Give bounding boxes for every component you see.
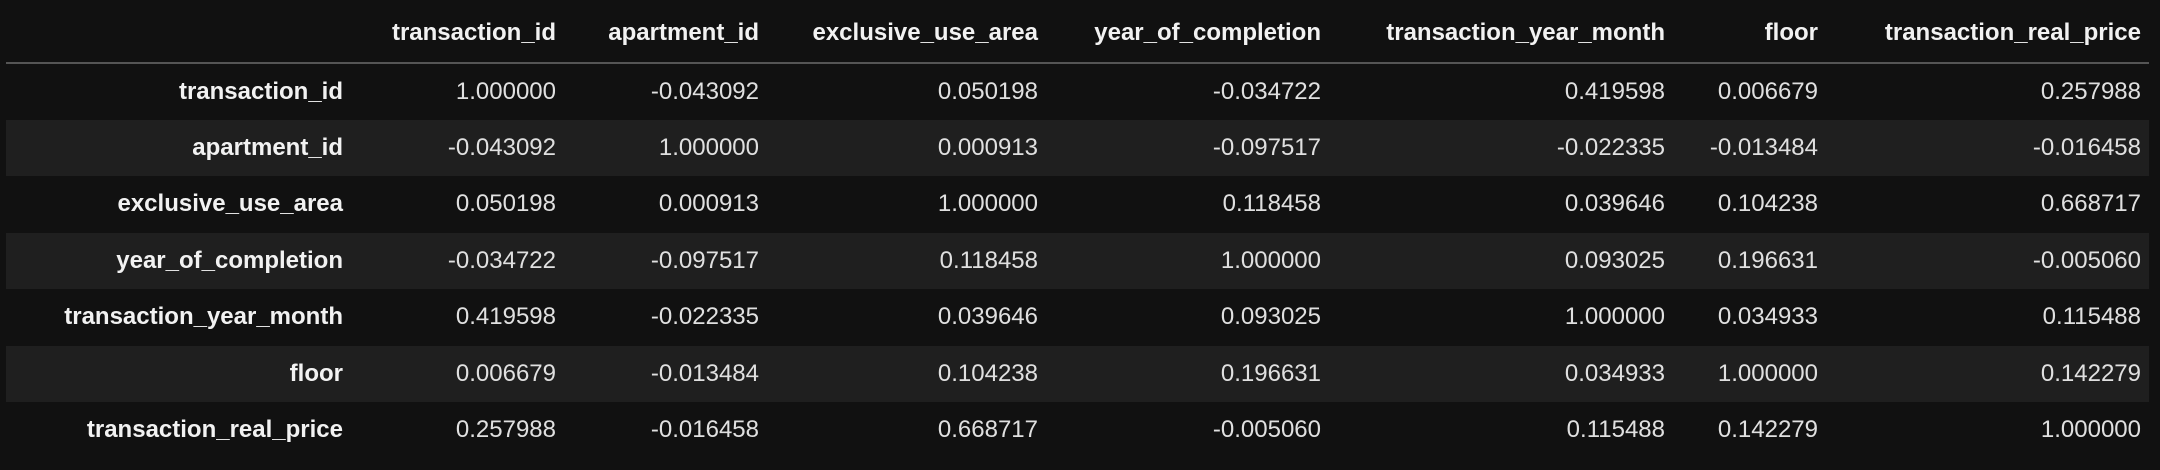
row-label: apartment_id [192,133,343,161]
cell: -0.097517 [1212,133,1321,161]
cell: -0.022335 [1556,133,1665,161]
cell: 0.034933 [1717,303,1818,331]
cell: 0.093025 [1220,303,1321,331]
cell: 0.000913 [937,133,1038,161]
cell: 0.257988 [2040,77,2141,105]
column-header: apartment_id [564,4,767,64]
cell: 0.118458 [939,246,1038,274]
cell: 0.142279 [1717,416,1818,444]
page: transaction_id apartment_id exclusive_use_… [0,4,2160,470]
cell: 0.668717 [2040,190,2141,218]
row-label: exclusive_use_area [117,190,343,218]
cell: 0.006679 [455,359,556,387]
cell: 0.000913 [658,190,759,218]
cell: -0.034722 [1212,77,1321,105]
row-label: transaction_year_month [64,303,343,331]
index-header [6,4,351,64]
cell: 0.196631 [1717,246,1818,274]
header-row: transaction_id apartment_id exclusive_use_… [6,4,2149,64]
cell: 1.000000 [1564,303,1665,331]
table-row: transaction_year_month 0.419598 -0.022335 0… [6,289,2149,346]
table-row: floor 0.006679 -0.013484 0.104238 0.196631 0.… [6,345,2149,402]
cell: -0.097517 [650,246,759,274]
table-row: apartment_id -0.043092 1.000000 0.000913 -0.… [6,119,2149,176]
cell: -0.013484 [650,359,759,387]
cell: 1.000000 [658,133,759,161]
cell: 0.039646 [937,303,1038,331]
cell: 0.104238 [937,359,1038,387]
correlation-table: transaction_id apartment_id exclusive_use_… [6,4,2149,459]
cell: 0.115488 [2042,303,2141,331]
cell: 0.118458 [1222,190,1321,218]
cell: 0.006679 [1717,77,1818,105]
cell: 0.034933 [1564,359,1665,387]
cell: 0.196631 [1220,359,1321,387]
cell: -0.013484 [1709,133,1818,161]
cell: -0.034722 [447,246,556,274]
cell: -0.005060 [2032,246,2141,274]
table-row: exclusive_use_area 0.050198 0.000913 1.0000… [6,176,2149,233]
cell: 0.104238 [1717,190,1818,218]
column-header: exclusive_use_area [767,4,1046,64]
cell: -0.005060 [1212,416,1321,444]
cell: 1.000000 [455,77,556,105]
table-row: transaction_real_price 0.257988 -0.016458 0… [6,402,2149,459]
table-body: transaction_id 1.000000 -0.043092 0.050198 -… [6,63,2149,459]
table-row: year_of_completion -0.034722 -0.097517 0.11… [6,232,2149,289]
cell: 0.115488 [1566,416,1665,444]
cell: 0.419598 [455,303,556,331]
cell: 0.142279 [2040,359,2141,387]
table-row: transaction_id 1.000000 -0.043092 0.050198 -… [6,63,2149,120]
cell: 1.000000 [1717,359,1818,387]
column-header: year_of_completion [1046,4,1329,64]
cell: 1.000000 [2040,416,2141,444]
row-label: year_of_completion [116,246,343,274]
cell: -0.043092 [447,133,556,161]
cell: 1.000000 [937,190,1038,218]
cell: 0.050198 [455,190,556,218]
column-header: transaction_real_price [1826,4,2149,64]
cell: -0.016458 [650,416,759,444]
cell: 0.419598 [1564,77,1665,105]
cell: -0.022335 [650,303,759,331]
row-label: transaction_real_price [86,416,343,444]
cell: 0.050198 [937,77,1038,105]
column-header: transaction_id [351,4,564,64]
column-header: floor [1673,4,1826,64]
cell: -0.016458 [2032,133,2141,161]
cell: 0.257988 [455,416,556,444]
cell: 0.039646 [1564,190,1665,218]
row-label: floor [289,359,343,387]
cell: 0.668717 [937,416,1038,444]
cell: 0.093025 [1564,246,1665,274]
cell: 1.000000 [1220,246,1321,274]
cell: -0.043092 [650,77,759,105]
column-header: transaction_year_month [1329,4,1673,64]
row-label: transaction_id [178,77,343,105]
